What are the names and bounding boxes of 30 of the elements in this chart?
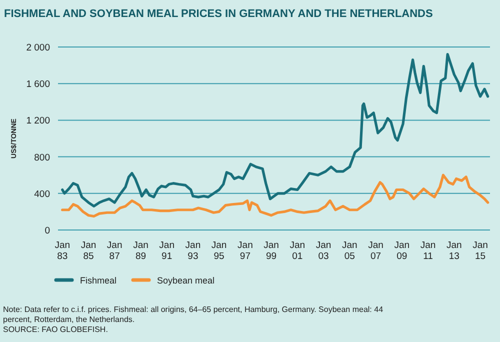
legend-label: Soybean meal [157, 276, 215, 286]
chart-title: FISHMEAL AND SOYBEAN MEAL PRICES IN GERMANY AND THE NETHERLANDS [4, 8, 433, 20]
y-tick-label: 800 [34, 152, 50, 164]
x-tick-label: Jan 89 [133, 240, 148, 262]
x-tick-label: Jan 95 [211, 240, 227, 262]
line-series [61, 53, 490, 208]
x-tick-label: Jan 09 [394, 240, 410, 262]
x-tick-label: Jan 05 [342, 240, 358, 262]
y-tick-label: 400 [34, 188, 50, 200]
legend-label: Fishmeal [80, 276, 117, 286]
y-tick-label: 1 600 [26, 79, 50, 90]
x-tick-label: Jan 91 [159, 240, 174, 262]
x-tick-label: Jan 07 [368, 240, 384, 262]
x-tick-label: Jan 99 [264, 240, 279, 262]
x-tick-label: Jan 83 [54, 240, 70, 262]
y-tick-label: 0 [44, 226, 50, 236]
y-tick-label: 2 000 [26, 42, 50, 54]
x-tick-label: Jan 97 [238, 240, 253, 262]
x-tick-label: Jan 15 [472, 240, 488, 262]
x-tick-label: Jan 01 [290, 240, 306, 262]
x-tick-label: Jan 85 [80, 240, 96, 262]
x-tick-label: Jan 13 [446, 240, 462, 262]
y-tick-label: 1 200 [26, 116, 50, 127]
text: Note: Data refer to c.i.f. prices. Fishmeal: all origins, 64–65 percent, Hamburg, Germany. Soybean meal: 44 percent, Rotterdam, the Netherlands. [3, 305, 384, 324]
source-note: SOURCE: FAO GLOBEFISH. [3, 325, 108, 334]
x-tick-label: Jan 11 [420, 240, 436, 262]
x-tick-label: Jan 93 [185, 240, 201, 262]
x-tick-label: Jan 03 [316, 240, 332, 262]
line-series [61, 174, 490, 218]
x-tick-label: Jan 87 [106, 240, 122, 262]
